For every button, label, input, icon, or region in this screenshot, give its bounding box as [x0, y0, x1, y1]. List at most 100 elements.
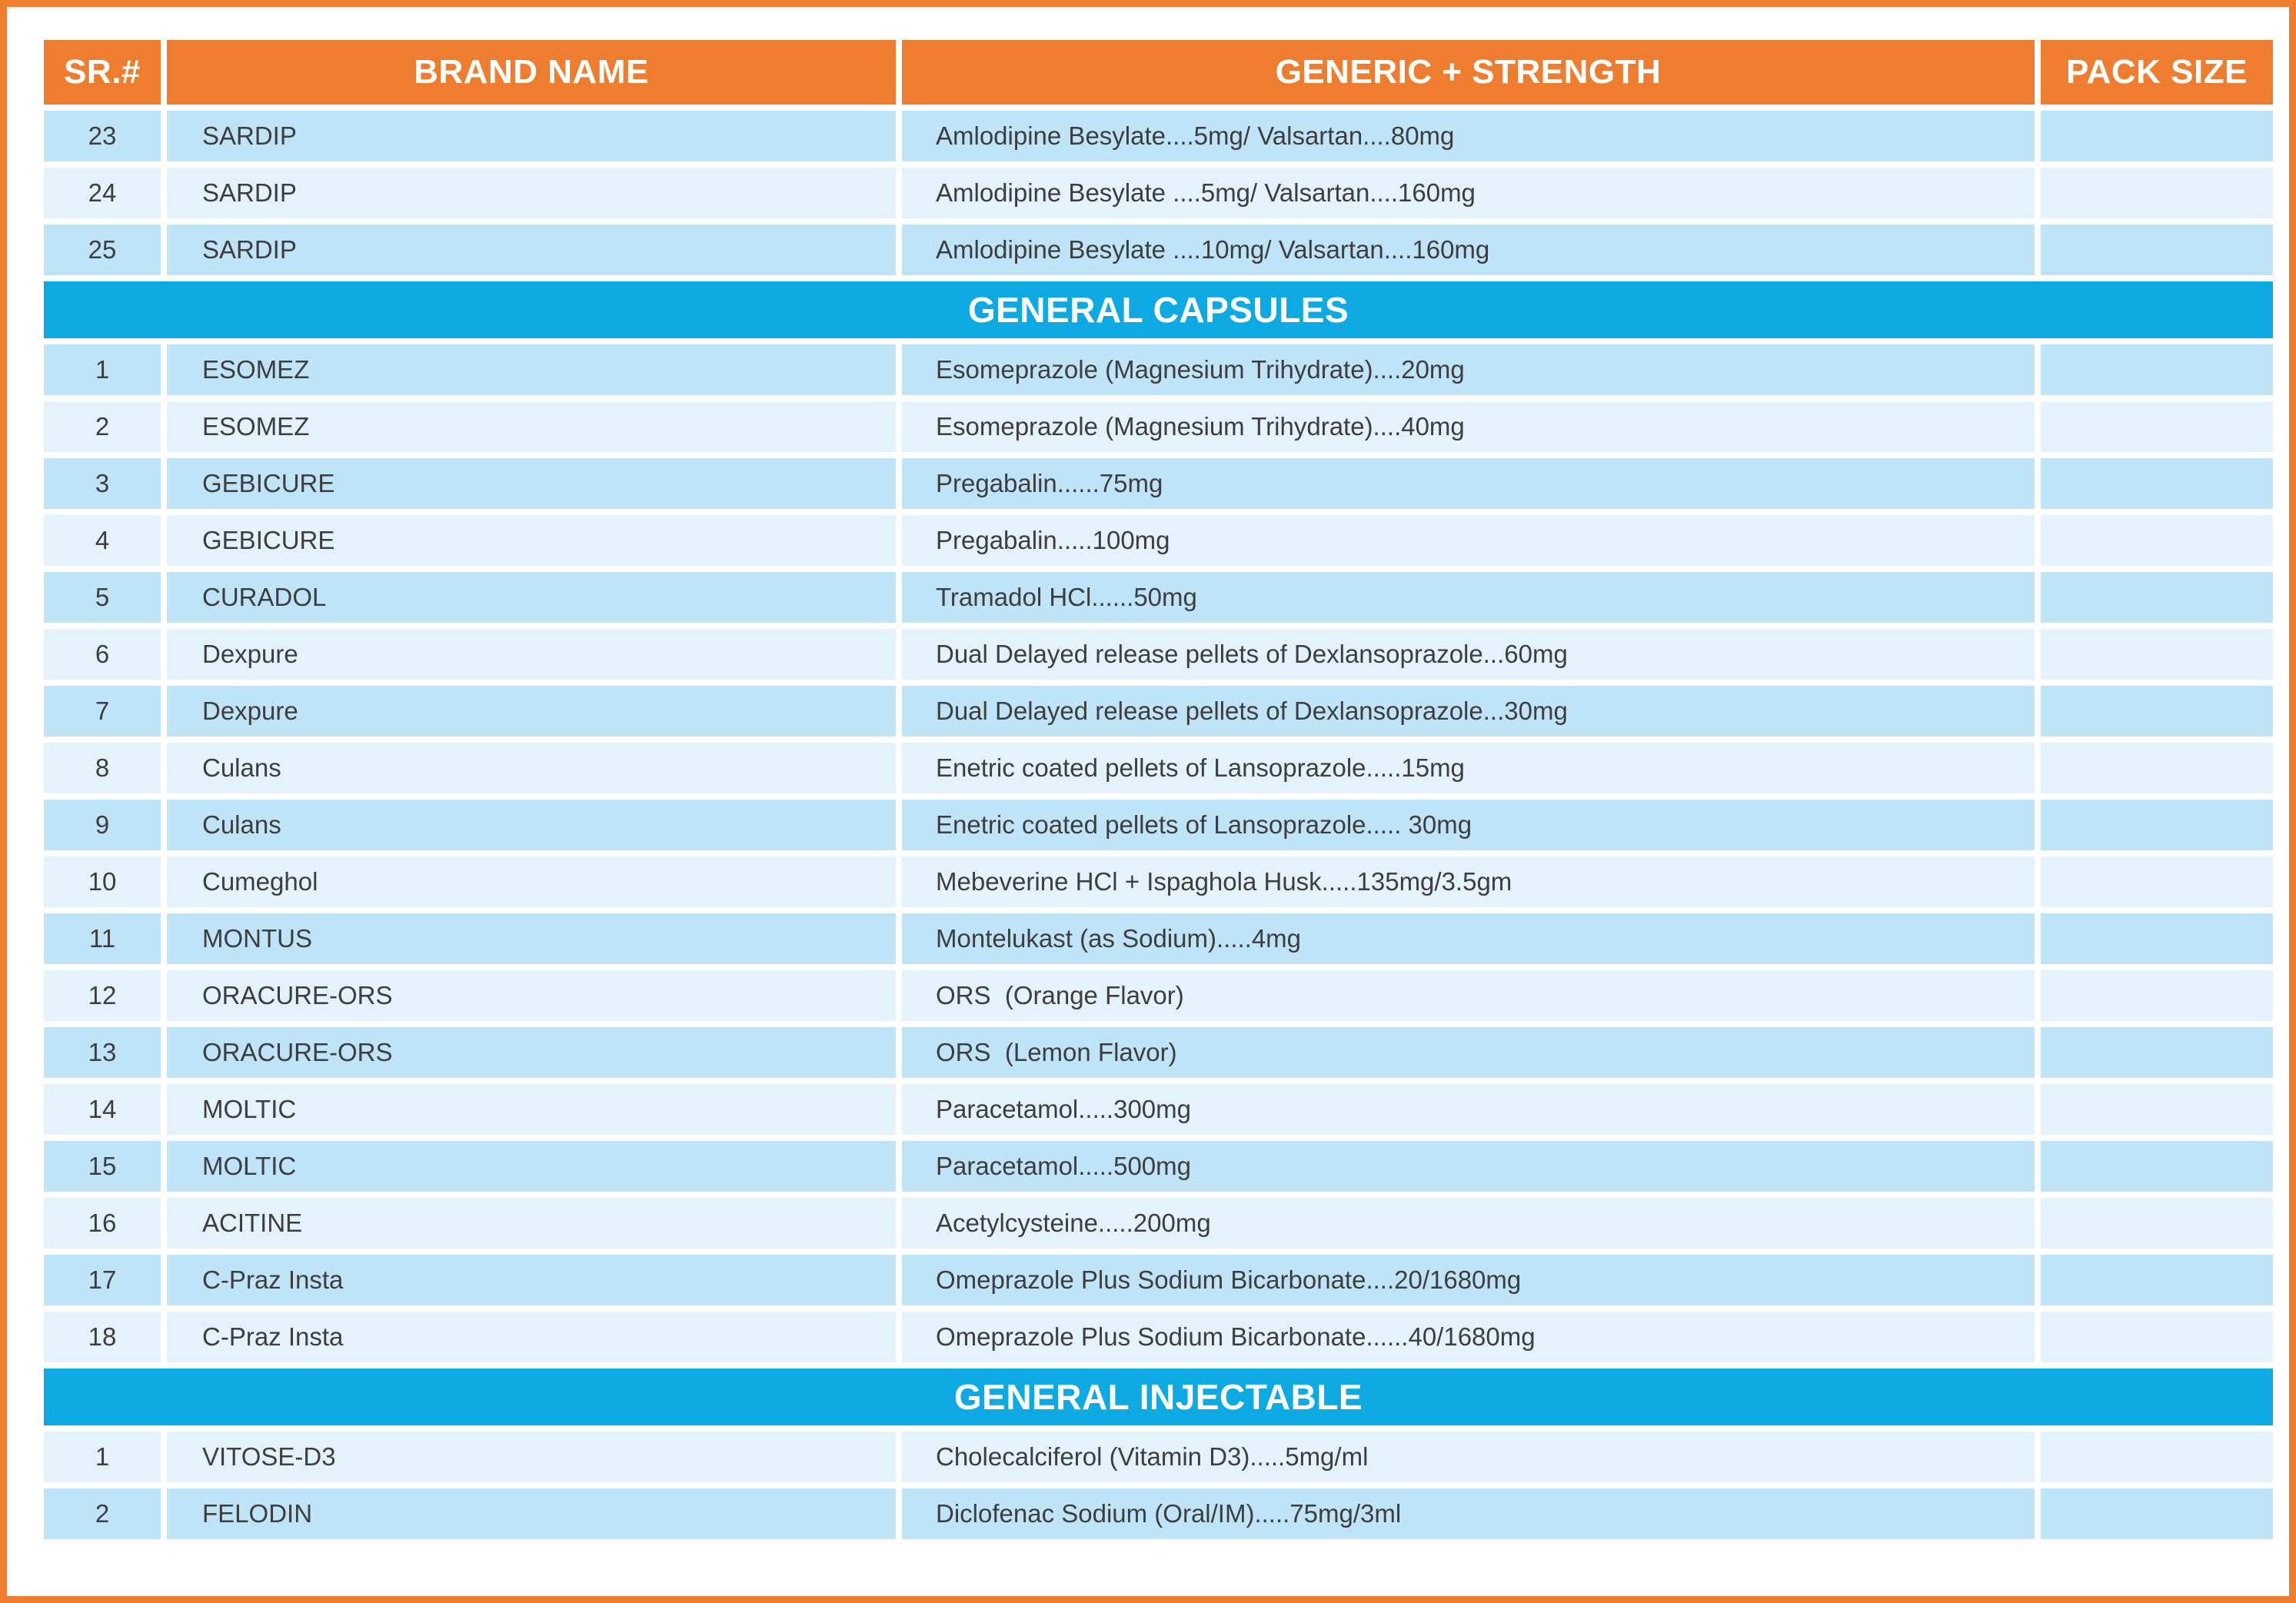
cell-generic: ORS (Lemon Flavor)	[902, 1027, 2035, 1078]
cell-generic: Cholecalciferol (Vitamin D3).....5mg/ml	[902, 1432, 2035, 1482]
cell-sr: 1	[44, 1432, 161, 1482]
cell-pack	[2041, 629, 2273, 680]
table-row: 15 MOLTIC Paracetamol.....500mg	[44, 1141, 2273, 1192]
cell-generic: Pregabalin......75mg	[902, 458, 2035, 509]
cell-pack	[2041, 224, 2273, 275]
cell-pack	[2041, 800, 2273, 850]
cell-brand: ESOMEZ	[167, 401, 896, 452]
cell-sr: 2	[44, 401, 161, 452]
cell-sr: 8	[44, 743, 161, 793]
cell-sr: 23	[44, 111, 161, 161]
cell-sr: 3	[44, 458, 161, 509]
cell-pack	[2041, 1432, 2273, 1482]
table-row: 2 ESOMEZ Esomeprazole (Magnesium Trihydrat…	[44, 401, 2273, 452]
cell-brand: MOLTIC	[167, 1141, 896, 1192]
cell-brand: CURADOL	[167, 572, 896, 623]
table-row: 4 GEBICURE Pregabalin.....100mg	[44, 515, 2273, 566]
cell-sr: 2	[44, 1488, 161, 1539]
table-row: 10 Cumeghol Mebeverine HCl + Ispaghola Hus…	[44, 856, 2273, 907]
cell-generic: Esomeprazole (Magnesium Trihydrate)....4…	[902, 401, 2035, 452]
cell-brand: MOLTIC	[167, 1084, 896, 1135]
cell-pack	[2041, 1027, 2273, 1078]
cell-brand: Cumeghol	[167, 856, 896, 907]
cell-brand: ACITINE	[167, 1198, 896, 1249]
cell-generic: Paracetamol.....300mg	[902, 1084, 2035, 1135]
table-row: 6 Dexpure Dual Delayed release pellets of …	[44, 629, 2273, 680]
cell-brand: VITOSE-D3	[167, 1432, 896, 1482]
cell-sr: 6	[44, 629, 161, 680]
cell-generic: Dual Delayed release pellets of Dexlanso…	[902, 629, 2035, 680]
cell-generic: Omeprazole Plus Sodium Bicarbonate......…	[902, 1312, 2035, 1362]
cell-generic: Dual Delayed release pellets of Dexlanso…	[902, 686, 2035, 737]
column-header-sr: SR.#	[44, 40, 161, 105]
cell-pack	[2041, 168, 2273, 218]
cell-pack	[2041, 913, 2273, 964]
cell-generic: Enetric coated pellets of Lansoprazole..…	[902, 743, 2035, 793]
cell-brand: C-Praz Insta	[167, 1255, 896, 1305]
table-row: 14 MOLTIC Paracetamol.....300mg	[44, 1084, 2273, 1135]
cell-sr: 12	[44, 970, 161, 1021]
cell-brand: SARDIP	[167, 168, 896, 218]
cell-sr: 16	[44, 1198, 161, 1249]
cell-generic: Enetric coated pellets of Lansoprazole..…	[902, 800, 2035, 850]
cell-brand: ORACURE-ORS	[167, 970, 896, 1021]
table-row: 25 SARDIP Amlodipine Besylate ....10mg/ Va…	[44, 224, 2273, 275]
cell-brand: MONTUS	[167, 913, 896, 964]
column-header-brand-name: BRAND NAME	[167, 40, 896, 105]
table-row: 23 SARDIP Amlodipine Besylate....5mg/ Vals…	[44, 111, 2273, 161]
table-row: 9 Culans Enetric coated pellets of Lansopr…	[44, 800, 2273, 850]
cell-generic: Amlodipine Besylate ....5mg/ Valsartan..…	[902, 168, 2035, 218]
section-header: GENERAL CAPSULES	[44, 281, 2273, 338]
cell-pack	[2041, 743, 2273, 793]
cell-brand: Culans	[167, 743, 896, 793]
table-row: 7 Dexpure Dual Delayed release pellets of …	[44, 686, 2273, 737]
cell-brand: Culans	[167, 800, 896, 850]
cell-pack	[2041, 401, 2273, 452]
cell-pack	[2041, 344, 2273, 395]
cell-pack	[2041, 111, 2273, 161]
cell-generic: Acetylcysteine.....200mg	[902, 1198, 2035, 1249]
table-row: 5 CURADOL Tramadol HCl......50mg	[44, 572, 2273, 623]
table-row: 13 ORACURE-ORS ORS (Lemon Flavor)	[44, 1027, 2273, 1078]
cell-sr: 1	[44, 344, 161, 395]
cell-generic: Pregabalin.....100mg	[902, 515, 2035, 566]
cell-pack	[2041, 1141, 2273, 1192]
cell-sr: 9	[44, 800, 161, 850]
cell-generic: Diclofenac Sodium (Oral/IM).....75mg/3ml	[902, 1488, 2035, 1539]
cell-pack	[2041, 1488, 2273, 1539]
cell-pack	[2041, 1255, 2273, 1305]
product-table: SR.# BRAND NAME GENERIC + STRENGTH PACK …	[44, 40, 2273, 1539]
table-row: 2 FELODIN Diclofenac Sodium (Oral/IM).....…	[44, 1488, 2273, 1539]
cell-sr: 17	[44, 1255, 161, 1305]
cell-generic: Paracetamol.....500mg	[902, 1141, 2035, 1192]
cell-sr: 24	[44, 168, 161, 218]
table-row: 17 C-Praz Insta Omeprazole Plus Sodium Bic…	[44, 1255, 2273, 1305]
cell-generic: Omeprazole Plus Sodium Bicarbonate....20…	[902, 1255, 2035, 1305]
cell-pack	[2041, 458, 2273, 509]
cell-generic: Montelukast (as Sodium).....4mg	[902, 913, 2035, 964]
cell-brand: SARDIP	[167, 224, 896, 275]
cell-generic: ORS (Orange Flavor)	[902, 970, 2035, 1021]
cell-sr: 4	[44, 515, 161, 566]
cell-pack	[2041, 515, 2273, 566]
table-row: 24 SARDIP Amlodipine Besylate ....5mg/ Val…	[44, 168, 2273, 218]
table-row: 3 GEBICURE Pregabalin......75mg	[44, 458, 2273, 509]
cell-brand: Dexpure	[167, 686, 896, 737]
cell-pack	[2041, 970, 2273, 1021]
cell-pack	[2041, 856, 2273, 907]
table-row: 16 ACITINE Acetylcysteine.....200mg	[44, 1198, 2273, 1249]
table-row: 11 MONTUS Montelukast (as Sodium).....4mg	[44, 913, 2273, 964]
cell-pack	[2041, 1084, 2273, 1135]
cell-pack	[2041, 572, 2273, 623]
table-row: 8 Culans Enetric coated pellets of Lansopr…	[44, 743, 2273, 793]
table-row: 1 VITOSE-D3 Cholecalciferol (Vitamin D3)..…	[44, 1432, 2273, 1482]
cell-generic: Mebeverine HCl + Ispaghola Husk.....135m…	[902, 856, 2035, 907]
section-header: GENERAL INJECTABLE	[44, 1369, 2273, 1425]
cell-brand: C-Praz Insta	[167, 1312, 896, 1362]
cell-brand: GEBICURE	[167, 458, 896, 509]
cell-sr: 18	[44, 1312, 161, 1362]
cell-brand: FELODIN	[167, 1488, 896, 1539]
cell-generic: Amlodipine Besylate ....10mg/ Valsartan.…	[902, 224, 2035, 275]
cell-sr: 25	[44, 224, 161, 275]
